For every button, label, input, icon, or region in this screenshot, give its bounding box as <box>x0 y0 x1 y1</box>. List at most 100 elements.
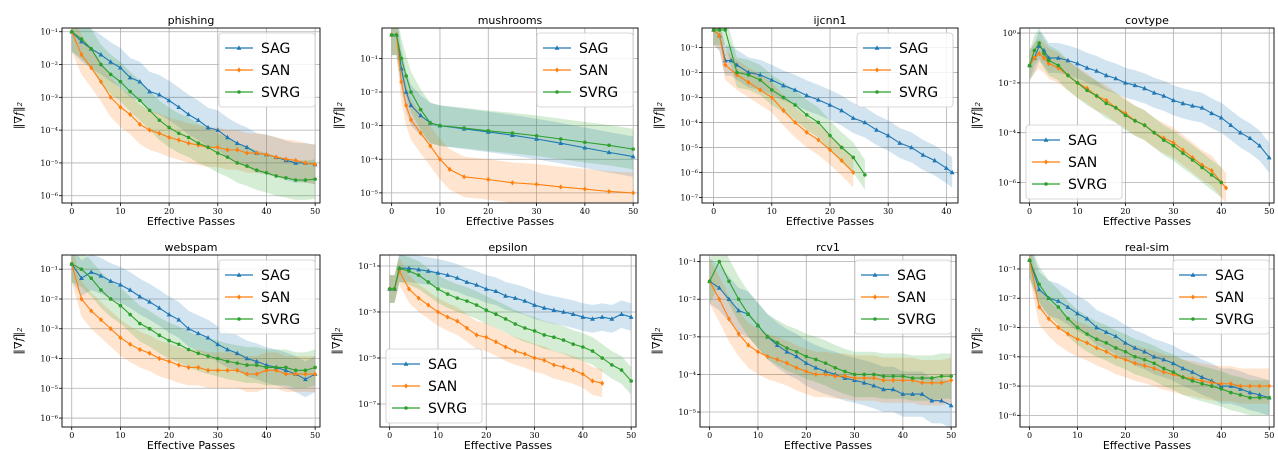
data-point <box>494 312 498 317</box>
legend-item-SAG: SAG <box>1032 133 1097 149</box>
data-point <box>455 318 460 324</box>
data-point <box>283 156 288 162</box>
legend-box <box>1025 124 1123 200</box>
data-point <box>406 286 411 292</box>
data-point <box>792 87 798 92</box>
data-point <box>558 184 563 190</box>
data-point <box>89 65 94 71</box>
data-point <box>244 355 250 361</box>
data-point <box>1142 123 1147 127</box>
data-point <box>1066 73 1070 78</box>
data-point <box>1094 94 1099 98</box>
data-point <box>392 287 397 291</box>
data-point <box>503 344 508 350</box>
data-point <box>397 268 402 274</box>
legend-item-SVRG: SVRG <box>1179 312 1254 328</box>
data-point <box>235 147 240 153</box>
x-tick-label: 20 <box>164 207 174 216</box>
series-SAN <box>1027 257 1272 389</box>
data-point <box>293 368 298 373</box>
data-point <box>464 325 469 331</box>
data-point <box>166 97 172 103</box>
y-tick-label: 10⁻¹ <box>40 28 58 37</box>
data-point <box>196 351 201 356</box>
data-point <box>1229 390 1233 395</box>
y-tick-label: 10⁻⁶ <box>680 168 698 177</box>
data-point <box>1123 113 1128 118</box>
data-point <box>1132 345 1138 350</box>
data-point <box>1219 381 1224 387</box>
data-point <box>1075 336 1080 342</box>
axes-frame <box>1019 27 1275 204</box>
series-band-SAN <box>713 28 854 188</box>
data-point <box>1056 63 1061 68</box>
data-point <box>206 367 211 373</box>
series-SAN <box>387 268 605 386</box>
data-point <box>794 365 799 371</box>
data-point <box>1267 395 1272 400</box>
subplot-real-sim: 0 10 20 30 40 50 10⁻⁶ 10⁻⁵ 10⁻⁴ 10⁻³ 10⁻² 10⁻¹ real-… <box>970 241 1275 450</box>
legend-label: SAN <box>897 290 926 306</box>
legend-label: SAG <box>428 357 457 373</box>
legend-label: SAN <box>261 63 290 79</box>
x-tick-label: 10 <box>433 431 443 440</box>
data-point <box>1044 159 1048 165</box>
data-point <box>609 316 615 321</box>
data-point <box>758 87 763 93</box>
data-point <box>147 88 153 94</box>
data-point <box>284 365 288 370</box>
y-tick-label: 10⁻⁶ <box>998 411 1016 420</box>
data-point <box>631 190 636 196</box>
data-point <box>1209 110 1215 116</box>
y-axis-label: ‖∇f‖₂ <box>970 102 984 129</box>
data-point <box>1199 374 1205 380</box>
series-band-SAG <box>713 28 953 188</box>
legend-label: SVRG <box>1215 312 1254 328</box>
x-tick-label: 40 <box>1216 207 1226 216</box>
series-band-SAG <box>709 258 952 427</box>
data-point <box>523 326 527 330</box>
data-point <box>758 78 762 82</box>
x-tick-label: 10 <box>753 431 763 440</box>
data-point <box>1142 85 1148 91</box>
legend-label: SVRG <box>428 401 467 417</box>
data-point <box>1142 363 1147 369</box>
data-point <box>583 140 587 145</box>
axes-frame <box>379 254 637 428</box>
legend-label: SAG <box>1215 268 1244 284</box>
data-point <box>717 296 722 302</box>
data-point <box>1094 68 1100 73</box>
x-axis-label: Effective Passes <box>147 439 236 450</box>
data-point <box>236 45 242 50</box>
data-point <box>784 360 789 366</box>
data-point <box>1247 135 1253 141</box>
data-point <box>1257 392 1263 397</box>
legend: SAG SAN SVRG <box>536 32 634 108</box>
x-tick-label: 30 <box>1168 431 1178 440</box>
x-tick-label: 50 <box>626 431 636 440</box>
data-point <box>823 361 828 365</box>
data-point <box>823 371 828 378</box>
data-point <box>532 329 537 333</box>
data-point <box>512 295 518 300</box>
data-point <box>108 278 114 283</box>
data-point <box>814 357 818 362</box>
x-axis-label: Effective Passes <box>464 439 553 450</box>
legend-label: SAG <box>261 268 290 284</box>
data-point <box>581 345 585 349</box>
data-point <box>108 72 113 77</box>
data-point <box>79 52 84 58</box>
data-point <box>610 363 614 367</box>
data-point <box>815 97 821 102</box>
data-point <box>167 358 172 364</box>
data-point <box>1075 81 1080 85</box>
data-point <box>784 349 790 354</box>
data-point <box>1132 82 1138 88</box>
data-point <box>235 161 240 165</box>
plot-area <box>387 255 634 398</box>
data-point <box>1075 325 1080 330</box>
series-SVRG <box>69 29 317 182</box>
data-point <box>1056 65 1061 71</box>
data-point <box>929 380 934 386</box>
data-point <box>770 88 774 92</box>
